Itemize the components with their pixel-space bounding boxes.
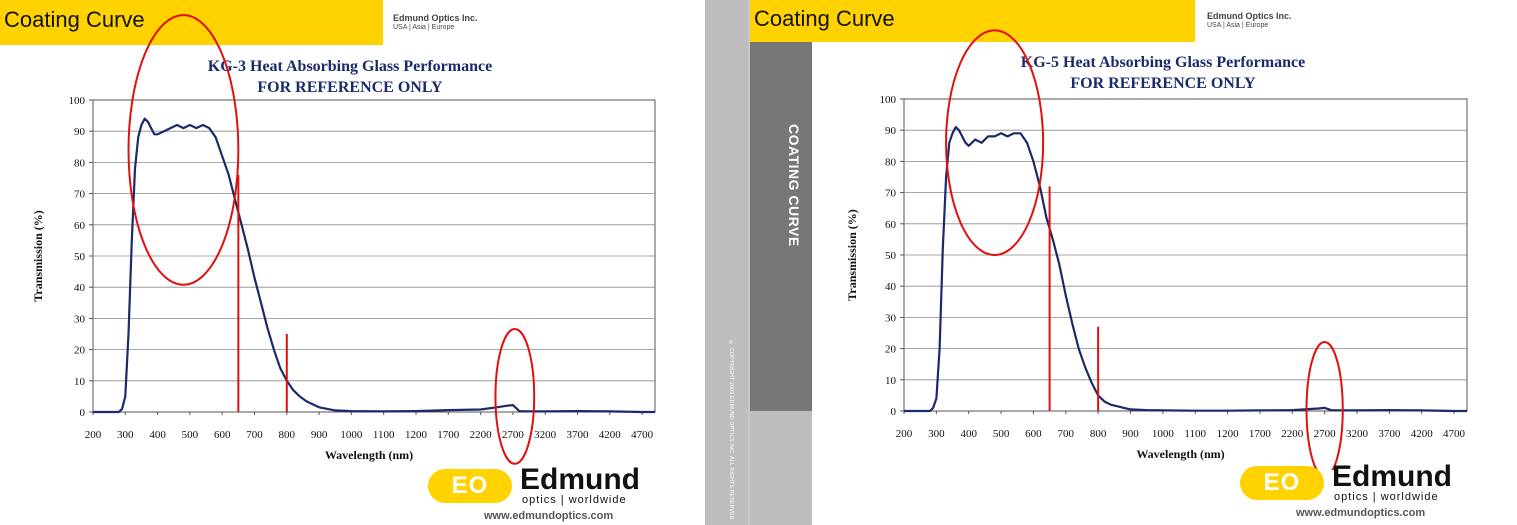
- x-tick-label: 400: [960, 428, 977, 440]
- x-tick-label: 800: [279, 429, 296, 441]
- company-name: Edmund Optics Inc.: [393, 13, 478, 23]
- highlight-circle: [1305, 341, 1344, 470]
- y-tick-label: 20: [885, 344, 897, 356]
- header-label: Coating Curve: [4, 7, 145, 32]
- x-tick-label: 4700: [1443, 428, 1466, 440]
- x-tick-label: 500: [993, 428, 1010, 440]
- y-tick-label: 60: [885, 219, 897, 231]
- logo-tagline: optics | worldwide: [522, 494, 627, 506]
- transmission-chart-kg5: 0 10 20 30 40 50 60 70 80 90 100 200 300 400 500 600 700…: [845, 29, 1468, 470]
- chart-title-line1: KG-3 Heat Absorbing Glass Performance: [207, 58, 493, 75]
- x-tick-label: 1700: [1249, 428, 1272, 440]
- y-tick-label: 30: [885, 312, 897, 324]
- x-axis-label: Wavelength (nm): [325, 448, 413, 462]
- x-tick-label: 600: [214, 429, 231, 441]
- eo-logo-mark: EO: [1240, 466, 1324, 500]
- x-tick-label: 400: [149, 429, 166, 441]
- side-strip-lower: [750, 411, 812, 525]
- logo-tagline: optics | worldwide: [1334, 491, 1439, 503]
- highlight-circle: [127, 14, 240, 286]
- x-tick-label: 3200: [1346, 428, 1369, 440]
- y-tick-label: 10: [74, 376, 86, 388]
- company-regions: USA | Asia | Europe: [393, 24, 455, 31]
- company-regions: USA | Asia | Europe: [1207, 22, 1269, 29]
- coating-curve-panel-kg3: Coating Curve Edmund Optics Inc. USA | A…: [0, 0, 748, 525]
- y-axis-label: Transmission (%): [845, 209, 859, 300]
- x-axis-label: Wavelength (nm): [1136, 447, 1224, 461]
- logo-wordmark: Edmund: [1332, 460, 1452, 493]
- x-tick-label: 600: [1025, 428, 1042, 440]
- y-tick-label: 20: [74, 345, 86, 357]
- x-tick-label: 2700: [502, 429, 525, 441]
- y-tick-label: 90: [74, 126, 86, 138]
- x-tick-label: 700: [246, 429, 263, 441]
- y-tick-label: 40: [885, 281, 897, 293]
- side-strip: [705, 0, 748, 525]
- y-tick-label: 90: [885, 125, 897, 137]
- x-tick-label: 1000: [340, 429, 363, 441]
- transmission-chart-kg3: 0 10 20 30 40 50 60 70 80 90 100 200 300 400 500 600 700…: [31, 14, 656, 465]
- website-url: www.edmundoptics.com: [1296, 507, 1426, 519]
- y-tick-label: 100: [69, 95, 86, 107]
- y-tick-label: 50: [74, 251, 86, 263]
- y-tick-label: 10: [885, 375, 897, 387]
- x-tick-label: 2700: [1314, 428, 1337, 440]
- side-strip: COATING CURVE: [750, 42, 812, 411]
- x-tick-label: 2200: [1281, 428, 1304, 440]
- panel-divider: [748, 0, 750, 525]
- y-tick-label: 70: [74, 189, 86, 201]
- chart-title: KG-3 Heat Absorbing Glass Performance FO…: [0, 56, 700, 98]
- y-tick-label: 70: [885, 188, 897, 200]
- header-label: Coating Curve: [754, 6, 895, 31]
- x-tick-label: 1100: [373, 429, 395, 441]
- highlight-circle: [945, 29, 1045, 256]
- x-tick-label: 3700: [566, 429, 589, 441]
- transmission-series-line: [93, 117, 655, 414]
- x-tick-label: 300: [928, 428, 945, 440]
- website-url: www.edmundoptics.com: [484, 510, 614, 522]
- copyright-notice: © COPYRIGHT 2009 EDMUND OPTICS INC. ALL …: [728, 340, 734, 520]
- eo-logo-mark: EO: [428, 469, 512, 503]
- y-tick-label: 60: [74, 220, 86, 232]
- y-tick-label: 50: [885, 250, 897, 262]
- coating-curve-header: Coating Curve: [750, 0, 1195, 42]
- highlight-circle: [494, 328, 536, 465]
- x-tick-label: 4700: [631, 429, 654, 441]
- x-tick-label: 800: [1090, 428, 1107, 440]
- y-tick-label: 0: [80, 407, 86, 419]
- y-axis-label: Transmission (%): [31, 210, 45, 301]
- x-tick-label: 700: [1058, 428, 1075, 440]
- y-tick-label: 40: [74, 282, 86, 294]
- company-name: Edmund Optics Inc.: [1207, 11, 1292, 21]
- x-tick-label: 1000: [1152, 428, 1175, 440]
- x-tick-label: 1200: [405, 429, 428, 441]
- chart-title: KG-5 Heat Absorbing Glass Performance FO…: [750, 52, 1517, 94]
- y-tick-label: 30: [74, 313, 86, 325]
- logo-wordmark: Edmund: [520, 463, 640, 496]
- side-strip-label: COATING CURVE: [786, 124, 802, 247]
- coating-curve-header: Coating Curve: [0, 0, 383, 45]
- x-tick-label: 300: [117, 429, 134, 441]
- chart-title-line2: FOR REFERENCE ONLY: [257, 79, 443, 96]
- x-tick-label: 1100: [1184, 428, 1206, 440]
- x-tick-label: 2200: [470, 429, 493, 441]
- x-tick-label: 4200: [599, 429, 622, 441]
- x-tick-label: 3700: [1378, 428, 1401, 440]
- x-tick-label: 4200: [1411, 428, 1434, 440]
- x-tick-label: 3200: [534, 429, 557, 441]
- y-tick-label: 80: [74, 157, 86, 169]
- x-tick-label: 200: [85, 429, 102, 441]
- x-tick-label: 900: [311, 429, 328, 441]
- y-tick-label: 80: [885, 156, 897, 168]
- x-tick-label: 1700: [437, 429, 460, 441]
- y-tick-label: 100: [880, 94, 897, 106]
- x-tick-label: 200: [896, 428, 913, 440]
- y-tick-label: 0: [891, 406, 897, 418]
- x-tick-label: 900: [1122, 428, 1139, 440]
- coating-curve-panel-kg5: Coating Curve Edmund Optics Inc. USA | A…: [750, 0, 1517, 525]
- chart-title-line1: KG-5 Heat Absorbing Glass Performance: [1020, 54, 1306, 71]
- x-tick-label: 1200: [1217, 428, 1240, 440]
- x-tick-label: 500: [182, 429, 199, 441]
- chart-title-line2: FOR REFERENCE ONLY: [1070, 75, 1256, 92]
